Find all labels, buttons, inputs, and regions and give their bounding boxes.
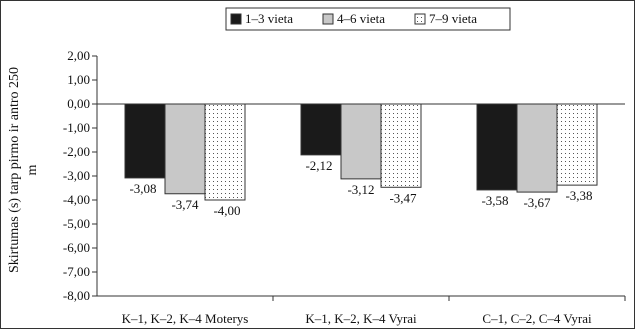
y-tick-label: -7,00 — [63, 264, 90, 279]
y-tick-label: -4,00 — [63, 192, 90, 207]
legend: 1–3 vieta 4–6 vieta 7–9 vieta — [226, 8, 510, 30]
legend-label: 7–9 vieta — [429, 11, 477, 26]
y-tick-label: 1,00 — [67, 72, 90, 87]
legend-swatch — [231, 14, 241, 24]
data-label: -3,47 — [389, 190, 417, 205]
category-label: C–1, C–2, C–4 Vyrai — [482, 311, 592, 326]
bar — [205, 104, 245, 200]
y-axis-label-line1: Skirtumas (s) tarp pirmo ir antro 250 — [7, 67, 22, 273]
bar — [381, 104, 421, 187]
y-tick-label: -8,00 — [63, 288, 90, 303]
legend-swatch — [415, 14, 425, 24]
bar — [301, 104, 341, 155]
data-label: -3,38 — [565, 188, 592, 203]
y-tick-label: -5,00 — [63, 216, 90, 231]
y-tick-label: -2,00 — [63, 144, 90, 159]
data-label: -3,74 — [171, 197, 199, 212]
data-label: -4,00 — [213, 203, 240, 218]
bar — [165, 104, 205, 194]
data-label: -2,12 — [305, 158, 332, 173]
legend-swatch — [323, 14, 333, 24]
data-label: -3,12 — [347, 182, 374, 197]
y-tick-label: -1,00 — [63, 120, 90, 135]
y-axis-title: Skirtumas (s) tarp pirmo ir antro 250 m — [7, 67, 40, 273]
data-label: -3,58 — [481, 193, 508, 208]
bar — [341, 104, 381, 179]
bar — [125, 104, 165, 178]
y-tick-label: 0,00 — [67, 96, 90, 111]
y-axis-label-line2: m — [25, 164, 40, 175]
data-label: -3,08 — [129, 181, 156, 196]
category-label: K–1, K–2, K–4 Vyrai — [305, 311, 417, 326]
bar — [517, 104, 557, 192]
bar — [477, 104, 517, 190]
category-label: K–1, K–2, K–4 Moterys — [122, 311, 249, 326]
y-tick-label: 2,00 — [67, 48, 90, 63]
data-label: -3,67 — [523, 195, 551, 210]
y-tick-label: -3,00 — [63, 168, 90, 183]
y-tick-label: -6,00 — [63, 240, 90, 255]
legend-label: 4–6 vieta — [337, 11, 385, 26]
legend-label: 1–3 vieta — [245, 11, 293, 26]
bar — [557, 104, 597, 185]
